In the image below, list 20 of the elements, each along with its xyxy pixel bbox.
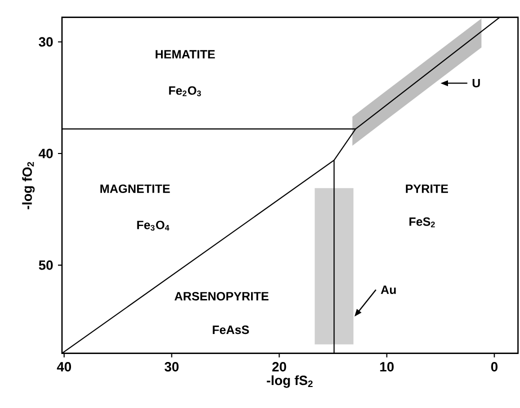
annotation: Fe$_{2}$O$_{3}$ <box>169 86 201 96</box>
y-axis-title: -log fO$_{2}$ <box>22 162 35 210</box>
annotation: U <box>472 79 480 88</box>
x-tick-label: 40 <box>56 362 72 372</box>
annotation: Fe$_{3}$O$_{4}$ <box>137 220 170 231</box>
annotation: PYRITE <box>406 184 448 193</box>
x-tick-label: 30 <box>164 362 179 372</box>
annotation: FeS$_{2}$ <box>409 217 435 228</box>
annotation: ARSENOPYRITE <box>174 292 268 300</box>
x-tick-label: 20 <box>272 362 286 372</box>
annotation: FeAsS <box>212 326 249 334</box>
annotation: HEMATITE <box>156 50 215 58</box>
x-tick-label: 10 <box>380 362 394 372</box>
x-tick-label: 0 <box>491 362 498 372</box>
annotation: MAGNETITE <box>100 184 170 193</box>
y-tick-label: 40 <box>38 148 53 158</box>
y-tick-label: 30 <box>38 37 53 47</box>
annotation: Au <box>380 286 396 294</box>
x-axis-title: -log fS$_{2}$ <box>266 375 313 388</box>
y-tick-label: 50 <box>38 260 53 270</box>
